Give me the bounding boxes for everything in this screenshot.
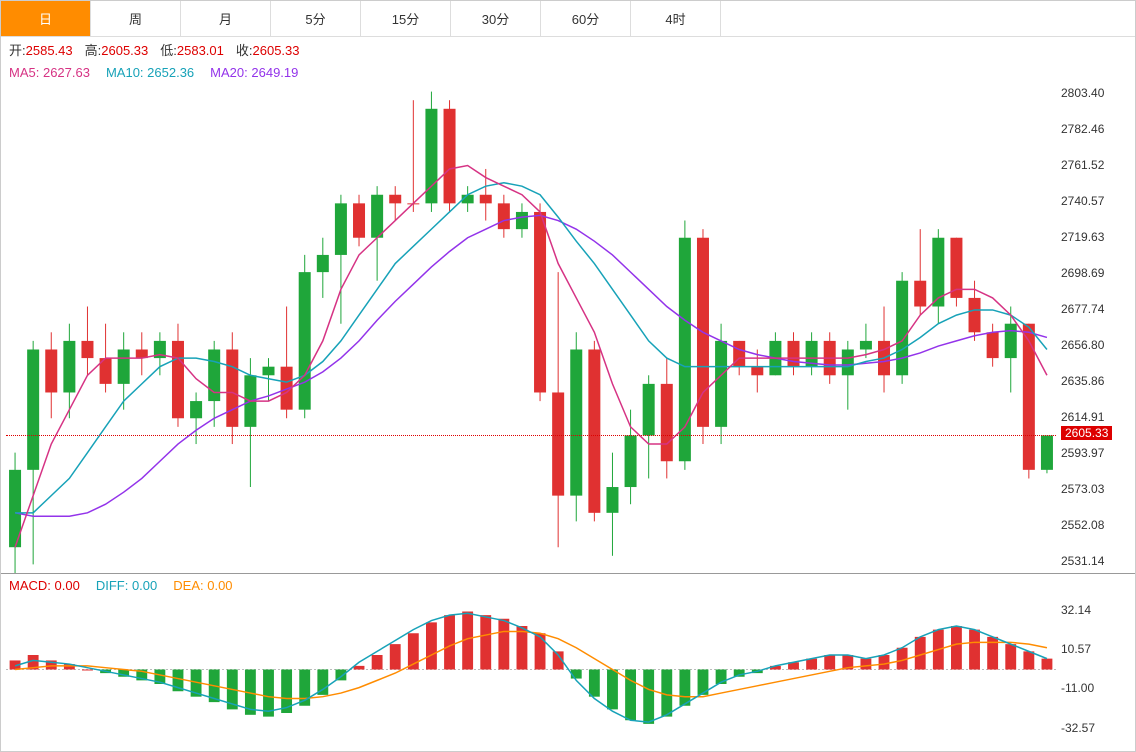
y-tick: 2531.14 [1061, 554, 1104, 568]
tab-周[interactable]: 周 [91, 1, 181, 36]
tab-日[interactable]: 日 [1, 1, 91, 36]
ma5-label: MA5: 2627.63 [9, 65, 90, 80]
close-label: 收:2605.33 [236, 40, 300, 59]
macd-chart[interactable]: 32.1410.57-11.00-32.57 [6, 597, 1056, 742]
tab-30分[interactable]: 30分 [451, 1, 541, 36]
y-tick: 2635.86 [1061, 374, 1104, 388]
high-label: 高:2605.33 [85, 40, 149, 59]
timeframe-tabs: 日周月5分15分30分60分4时 [1, 1, 1135, 37]
tab-4时[interactable]: 4时 [631, 1, 721, 36]
y-tick: 2782.46 [1061, 122, 1104, 136]
y-tick: 2614.91 [1061, 410, 1104, 424]
y-tick: 2740.57 [1061, 194, 1104, 208]
macd-y-tick: -11.00 [1061, 681, 1094, 695]
macd-y-tick: -32.57 [1061, 721, 1095, 735]
tab-60分[interactable]: 60分 [541, 1, 631, 36]
y-tick: 2656.80 [1061, 338, 1104, 352]
dea-val: DEA: 0.00 [173, 578, 232, 593]
macd-header: MACD: 0.00 DIFF: 0.00 DEA: 0.00 [1, 573, 1135, 597]
macd-y-tick: 32.14 [1061, 603, 1091, 617]
y-tick: 2677.74 [1061, 302, 1104, 316]
tab-15分[interactable]: 15分 [361, 1, 451, 36]
current-price-tag: 2605.33 [1061, 426, 1112, 440]
ma20-label: MA20: 2649.19 [210, 65, 298, 80]
chart-container: 日周月5分15分30分60分4时 开:2585.43 高:2605.33 低:2… [0, 0, 1136, 752]
ma-bar: MA5: 2627.63 MA10: 2652.36 MA20: 2649.19 [1, 61, 1135, 83]
tab-月[interactable]: 月 [181, 1, 271, 36]
price-chart[interactable]: 2803.402782.462761.522740.572719.632698.… [6, 83, 1056, 573]
y-tick: 2593.97 [1061, 446, 1104, 460]
price-y-axis: 2803.40 2782.46 2761.52 2740.57 2719.63 2698.… [1061, 83, 1136, 573]
macd-y-tick: 10.57 [1061, 642, 1091, 656]
macd-y-axis: 32.14 10.57 -11.00 -32.57 [1061, 597, 1136, 742]
y-tick: 2573.03 [1061, 482, 1104, 496]
y-tick: 2761.52 [1061, 158, 1104, 172]
low-label: 低:2583.01 [160, 40, 224, 59]
ohlc-bar: 开:2585.43 高:2605.33 低:2583.01 收:2605.33 [1, 37, 1135, 61]
y-tick: 2719.63 [1061, 230, 1104, 244]
macd-val: MACD: 0.00 [9, 578, 80, 593]
open-label: 开:2585.43 [9, 40, 73, 59]
diff-val: DIFF: 0.00 [96, 578, 157, 593]
y-tick: 2698.69 [1061, 266, 1104, 280]
y-tick: 2552.08 [1061, 518, 1104, 532]
ma10-label: MA10: 2652.36 [106, 65, 194, 80]
tab-5分[interactable]: 5分 [271, 1, 361, 36]
y-tick: 2803.40 [1061, 86, 1104, 100]
